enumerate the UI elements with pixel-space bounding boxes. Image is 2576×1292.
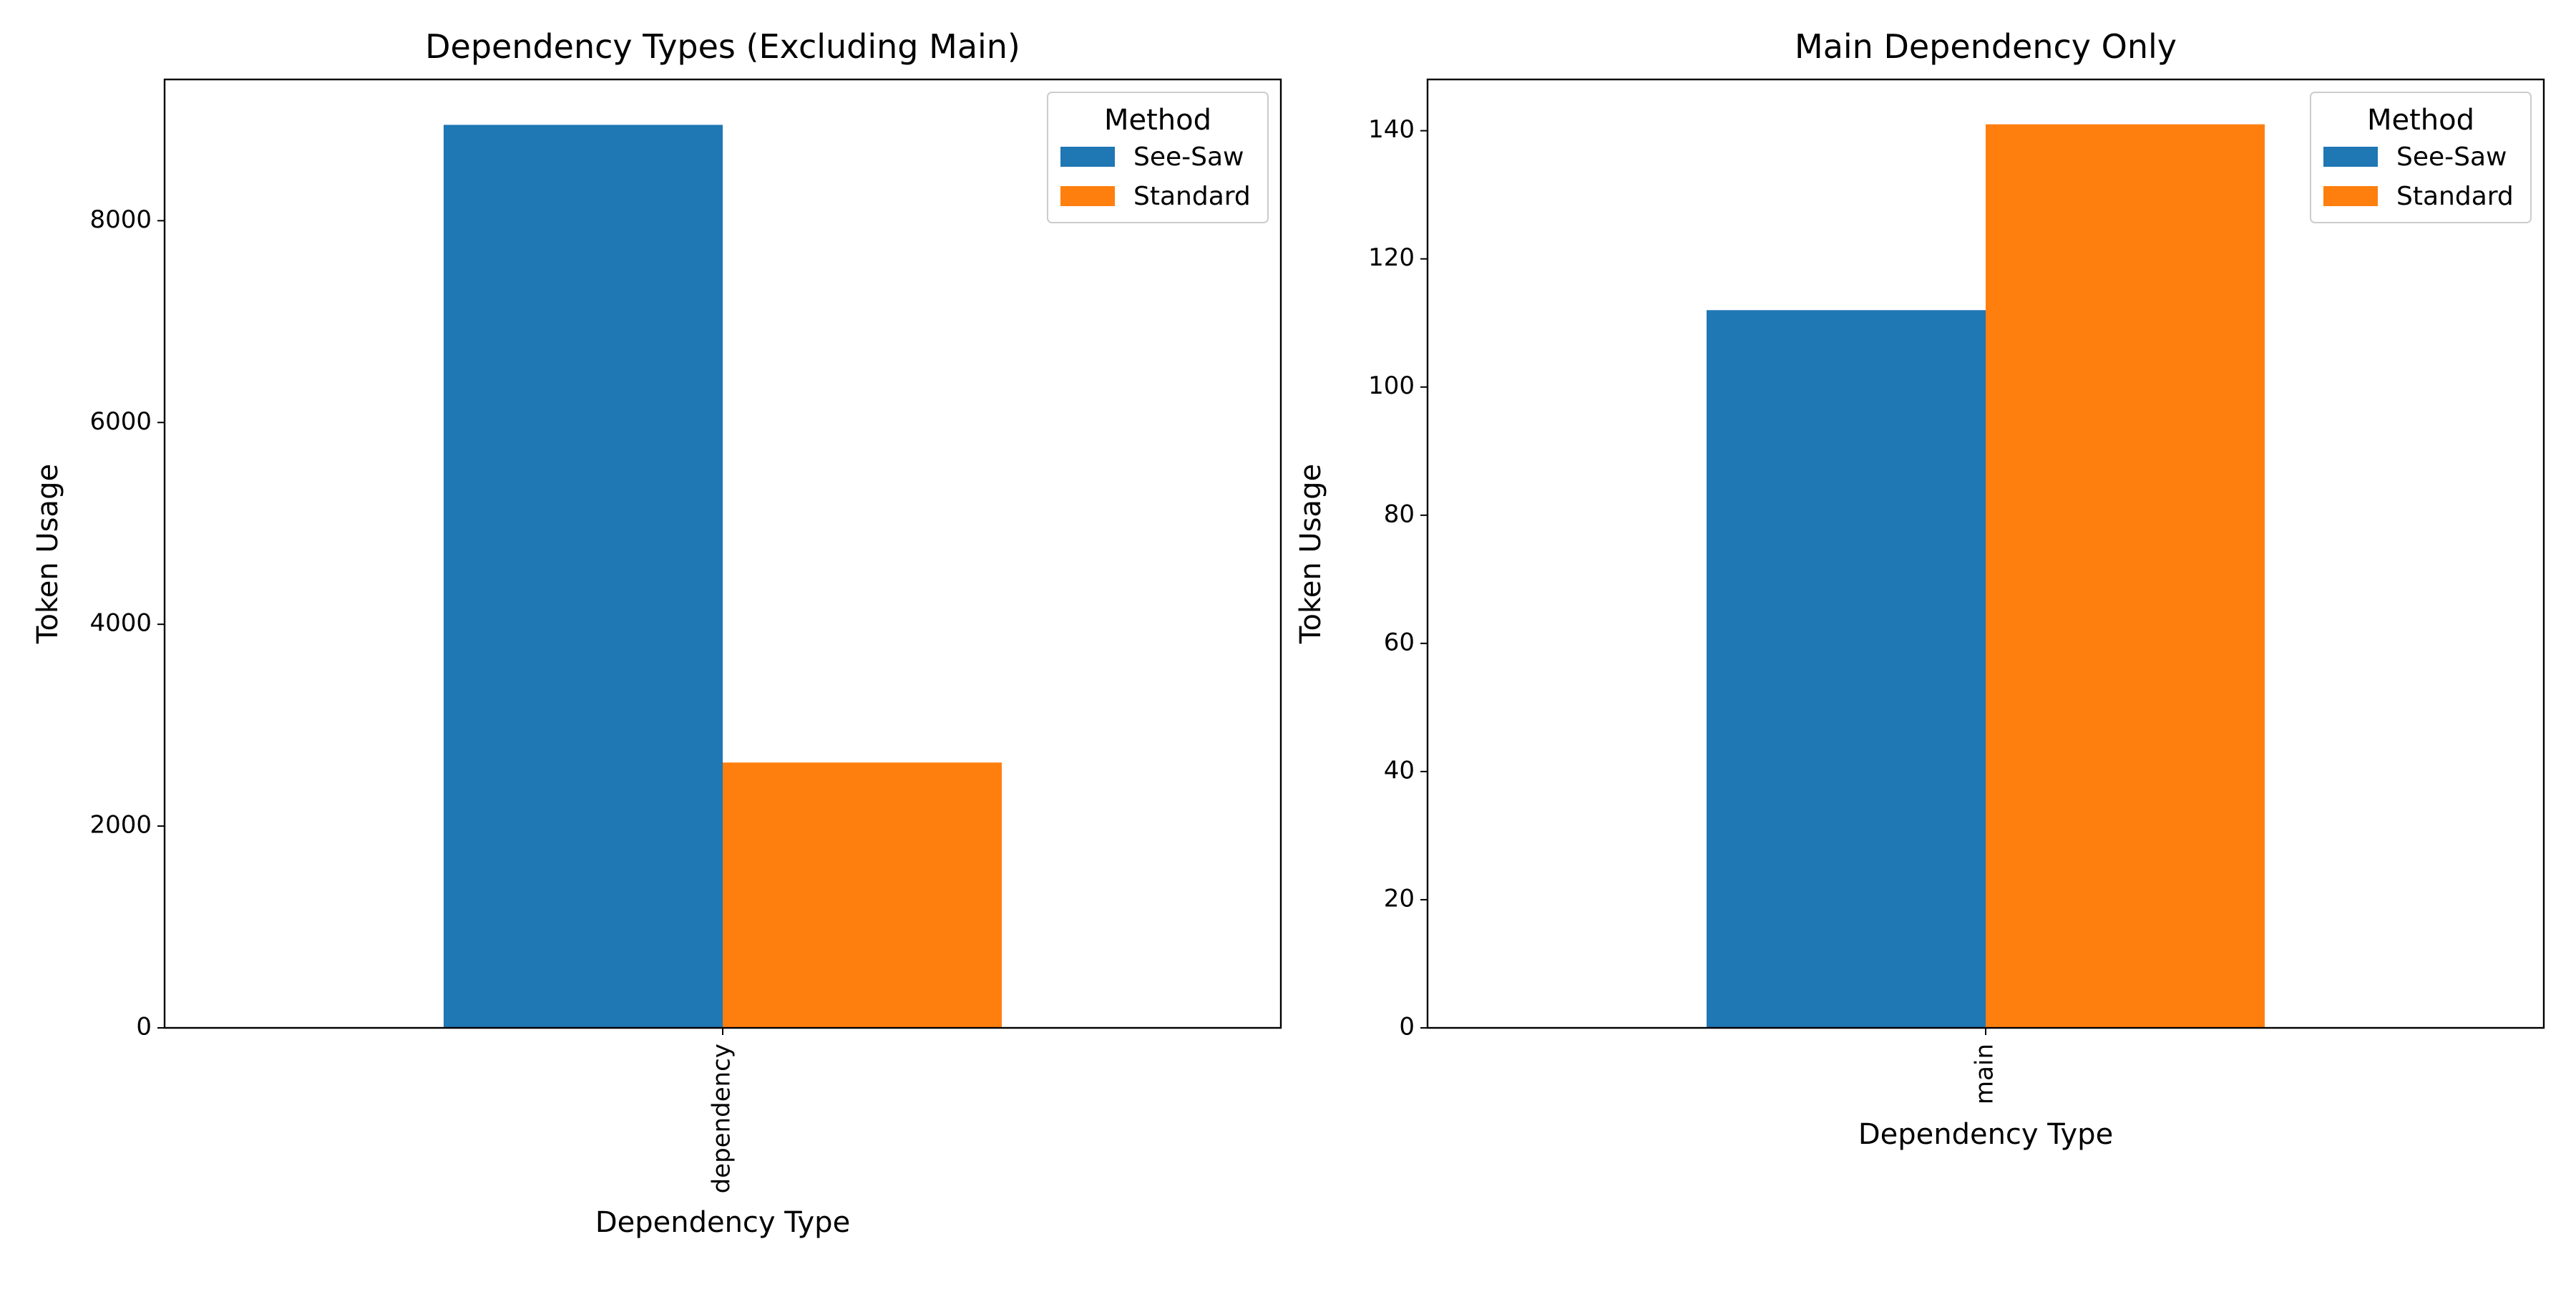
y-tick-label: 6000 (89, 407, 152, 436)
bar-standard-main (1986, 124, 2265, 1028)
x-axis-label: Dependency Type (1858, 1118, 2113, 1151)
legend-title: Method (1104, 104, 1211, 137)
y-tick-label: 120 (1368, 243, 1415, 272)
legend-label-see-saw: See-Saw (1133, 142, 1244, 172)
chart-title: Main Dependency Only (1795, 27, 2177, 66)
legend-label-see-saw: See-Saw (2396, 142, 2507, 172)
legend-swatch-standard (1060, 186, 1115, 206)
plot-frame (163, 78, 1282, 1029)
legend-label-standard: Standard (1133, 182, 1251, 211)
y-tick-label: 4000 (89, 609, 152, 638)
y-axis-label: Token Usage (31, 464, 64, 644)
legend-swatch-see-saw (2323, 147, 2378, 167)
x-tick-label: main (1971, 1044, 1999, 1104)
x-tick-label: dependency (708, 1044, 736, 1193)
legend-swatch-see-saw (1060, 147, 1115, 167)
bar-standard-dependency (723, 762, 1002, 1028)
y-tick-label: 8000 (89, 205, 152, 234)
chart-panel-2: main 0 20 40 60 80 100 120 140 Main Dependency On… (1294, 27, 2545, 1151)
y-tick-label: 80 (1384, 500, 1415, 528)
y-tick-label: 0 (1399, 1013, 1415, 1041)
y-tick-label: 2000 (89, 811, 152, 840)
y-tick-label: 0 (136, 1013, 152, 1041)
legend-title: Method (2367, 104, 2474, 137)
chart-title: Dependency Types (Excluding Main) (425, 27, 1020, 66)
y-tick-label: 40 (1384, 756, 1415, 785)
y-tick-label: 140 (1368, 115, 1415, 144)
bar-see-saw-main (1707, 310, 1986, 1028)
x-axis-label: Dependency Type (595, 1206, 850, 1239)
y-axis-label: Token Usage (1294, 464, 1327, 644)
legend-label-standard: Standard (2396, 182, 2514, 211)
y-tick-label: 60 (1384, 628, 1415, 656)
plot-frame (1426, 78, 2545, 1029)
y-tick-label: 20 (1384, 884, 1415, 913)
y-tick-label: 100 (1368, 371, 1415, 400)
legend-swatch-standard (2323, 186, 2378, 206)
chart-panel-1: dependency 0 2000 4000 6000 8000 Dependency Ty… (31, 27, 1282, 1239)
bar-see-saw-dependency (444, 125, 723, 1028)
